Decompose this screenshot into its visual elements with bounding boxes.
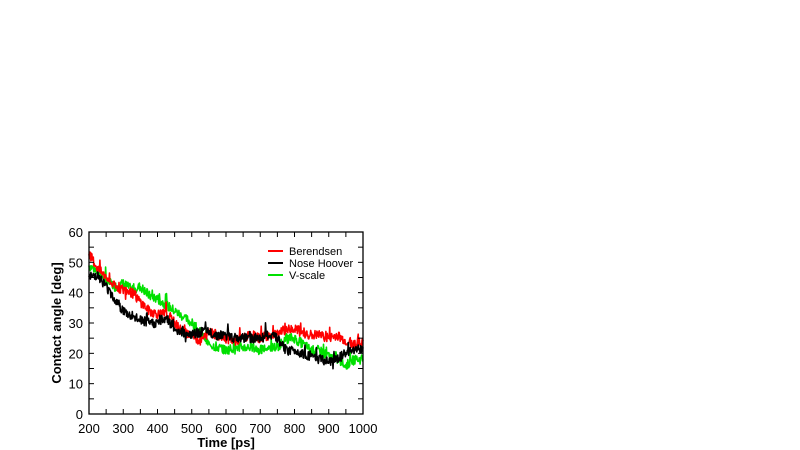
y-axis-title: Contact angle [deg] — [49, 262, 64, 383]
series-line-berendsen — [88, 251, 364, 350]
legend-label: V-scale — [289, 270, 325, 282]
x-tick-label: 200 — [78, 421, 100, 436]
x-tick-label: 600 — [215, 421, 237, 436]
x-tick-label: 800 — [284, 421, 306, 436]
x-tick-label: 400 — [147, 421, 169, 436]
axis-ticks — [88, 231, 364, 415]
y-axis-tick-labels: 0 10 20 30 40 50 60 — [69, 225, 83, 422]
x-axis-tick-labels: 200 300 400 500 600 700 800 900 1000 — [78, 421, 377, 436]
legend-label: Berendsen — [289, 246, 342, 258]
y-tick-label: 60 — [69, 225, 83, 240]
y-tick-label: 50 — [69, 255, 83, 270]
y-tick-label: 10 — [69, 377, 83, 392]
y-tick-label: 0 — [76, 407, 83, 422]
legend-item-berendsen: Berendsen — [268, 246, 342, 258]
series-lines — [88, 251, 364, 370]
x-axis-title: Time [ps] — [197, 435, 255, 450]
x-tick-label: 700 — [249, 421, 271, 436]
x-tick-label: 300 — [112, 421, 134, 436]
legend-label: Nose Hoover — [289, 258, 354, 270]
legend-item-v-scale: V-scale — [268, 270, 325, 282]
x-tick-label: 900 — [318, 421, 340, 436]
y-tick-label: 30 — [69, 316, 83, 331]
series-line-nose-hoover — [88, 271, 364, 370]
legend-item-nose-hoover: Nose Hoover — [268, 258, 354, 270]
y-tick-label: 40 — [69, 286, 83, 301]
y-tick-label: 20 — [69, 346, 83, 361]
x-tick-label: 500 — [181, 421, 203, 436]
x-tick-label: 1000 — [349, 421, 378, 436]
